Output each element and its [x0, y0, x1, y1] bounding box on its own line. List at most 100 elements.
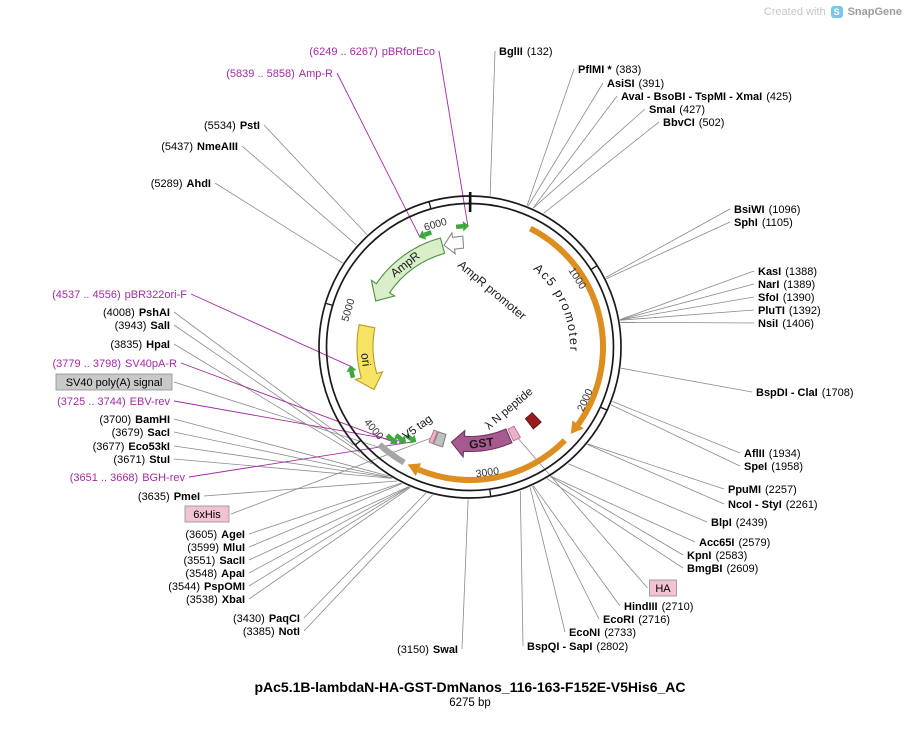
primer-arrow-pbrforeco[interactable]: [455, 223, 464, 230]
leader-line-sv40-poly-a-signal: [173, 381, 394, 453]
enzyme-label-swai[interactable]: (3150) SwaI: [397, 644, 458, 656]
enzyme-label-nari[interactable]: NarI (1389): [758, 279, 815, 291]
enzyme-label-ppumi[interactable]: PpuMI (2257): [728, 484, 797, 496]
enzyme-label-eco53ki[interactable]: (3677) Eco53kI: [93, 441, 170, 453]
feature-ori[interactable]: [354, 324, 384, 391]
enzyme-label-avai-bsobi-tspmi-xmai[interactable]: AvaI - BsoBI - TspMI - XmaI (425): [621, 91, 792, 103]
tag-label-box-6xhis[interactable]: [184, 505, 230, 523]
feature-label-gst[interactable]: GST: [468, 435, 495, 452]
feature-label-ori[interactable]: ori: [358, 352, 374, 367]
primer-arrow-pbr322ori-f-arrowhead: [346, 365, 357, 373]
feature-label-v5-tag[interactable]: V5 tag: [401, 413, 435, 442]
leader-line-ecori: [532, 485, 600, 620]
feature-ampr-promoter[interactable]: [443, 231, 465, 255]
tick-1000: [590, 264, 598, 271]
primer-arrow-amp-r[interactable]: [423, 230, 433, 237]
enzyme-label-xbai[interactable]: (3538) XbaI: [186, 594, 245, 606]
enzyme-label-bspqi-sapi[interactable]: BspQI - SapI (2802): [527, 641, 628, 653]
leader-line-ha: [513, 433, 648, 589]
tick-label-5000: 5000: [339, 297, 357, 323]
enzyme-label-blpi[interactable]: BlpI (2439): [711, 517, 768, 529]
enzyme-label-apai[interactable]: (3548) ApaI: [185, 568, 245, 580]
enzyme-label-hindiii[interactable]: HindIII (2710): [624, 601, 693, 613]
primer-label-bgh-rev[interactable]: (3651 .. 3668) BGH-rev: [70, 472, 186, 484]
feature-ac5-promoter[interactable]: [528, 225, 606, 427]
leader-line-kasi: [619, 270, 755, 320]
tag-label-ha[interactable]: HA: [655, 583, 671, 595]
enzyme-label-psti[interactable]: (5534) PstI: [204, 120, 260, 132]
leader-line-econi: [529, 487, 566, 633]
tag-label-box-sv40-poly-a-signal[interactable]: [55, 373, 173, 391]
enzyme-label-bamhi[interactable]: (3700) BamHI: [99, 414, 170, 426]
enzyme-label-sfoi[interactable]: SfoI (1390): [758, 292, 815, 304]
enzyme-label-hpai[interactable]: (3835) HpaI: [110, 339, 170, 351]
tag-label-sv40-poly-a-signal[interactable]: SV40 poly(A) signal: [66, 377, 163, 389]
feature-6xhis-tag[interactable]: [428, 429, 438, 445]
tag-label-box-ha[interactable]: [649, 579, 677, 597]
tag-label-6xhis[interactable]: 6xHis: [193, 509, 221, 521]
enzyme-label-pspomi[interactable]: (3544) PspOMI: [168, 581, 245, 593]
enzyme-label-pluti[interactable]: PluTI (1392): [758, 305, 821, 317]
primer-label-sv40pa-r[interactable]: (3779 .. 3798) SV40pA-R: [53, 358, 178, 370]
primer-label-amp-r[interactable]: (5839 .. 5858) Amp-R: [226, 68, 333, 80]
enzyme-label-bmgbi[interactable]: BmgBI (2609): [687, 563, 758, 575]
feature-lambda-n-peptide[interactable]: [524, 412, 542, 430]
enzyme-label-kasi[interactable]: KasI (1388): [758, 266, 817, 278]
enzyme-label-pmei[interactable]: (3635) PmeI: [138, 491, 200, 503]
feature-fusion-cds-arc[interactable]: [417, 438, 567, 483]
enzyme-label-ahdi[interactable]: (5289) AhdI: [151, 178, 211, 190]
leader-line-xbai: [248, 487, 411, 600]
enzyme-label-sacii[interactable]: (3551) SacII: [184, 555, 245, 567]
enzyme-label-bspdi-clai[interactable]: BspDI - ClaI (1708): [756, 387, 854, 399]
enzyme-label-smai[interactable]: SmaI (427): [649, 104, 705, 116]
feature-label-n-peptide[interactable]: λ N peptide: [483, 386, 535, 433]
leader-line-acc65i: [550, 475, 696, 543]
enzyme-label-bbvci[interactable]: BbvCI (502): [663, 117, 724, 129]
enzyme-label-spei[interactable]: SpeI (1958): [744, 461, 803, 473]
leader-line-agei: [248, 482, 402, 535]
feature-ampr[interactable]: [370, 237, 446, 302]
leader-line-nsii: [620, 321, 755, 324]
tick-5000: [324, 302, 333, 307]
enzyme-label-ecori[interactable]: EcoRI (2716): [603, 614, 670, 626]
enzyme-label-pflmi[interactable]: PflMI * (383): [578, 64, 641, 76]
enzyme-label-nsii[interactable]: NsiI (1406): [758, 318, 814, 330]
enzyme-label-kpni[interactable]: KpnI (2583): [687, 550, 747, 562]
primer-label-pbr322ori-f[interactable]: (4537 .. 4556) pBR322ori-F: [52, 289, 187, 301]
enzyme-label-stui[interactable]: (3671) StuI: [113, 454, 170, 466]
enzyme-label-bglii[interactable]: BglII (132): [499, 46, 553, 58]
feature-fusion-cds-arc-arrowhead: [407, 463, 422, 476]
primer-arrow-pbrforeco-arrowhead: [462, 221, 469, 232]
primer-arrow-ebv-rev[interactable]: [394, 433, 403, 442]
feature-sv40-polya-arc[interactable]: [377, 442, 406, 466]
leader-line-bmgbi: [546, 478, 684, 569]
enzyme-label-aflii[interactable]: AflII (1934): [744, 448, 801, 460]
enzyme-label-sali[interactable]: (3943) SalI: [115, 320, 170, 332]
primer-label-ebv-rev[interactable]: (3725 .. 3744) EBV-rev: [57, 396, 170, 408]
leader-line-avai-bsobi-tspmi-xmai: [532, 95, 618, 209]
enzyme-label-paqci[interactable]: (3430) PaqCI: [233, 613, 300, 625]
feature-v5-tag[interactable]: [433, 431, 447, 448]
enzyme-label-agei[interactable]: (3605) AgeI: [185, 529, 245, 541]
enzyme-label-acc65i[interactable]: Acc65I (2579): [699, 537, 770, 549]
enzyme-label-asisi[interactable]: AsiSI (391): [607, 78, 664, 90]
enzyme-label-bsiwi[interactable]: BsiWI (1096): [734, 204, 800, 216]
snapgene-logo-icon: S: [830, 6, 843, 18]
feature-ha-tag[interactable]: [507, 425, 522, 442]
primer-arrow-bgh-rev[interactable]: [404, 433, 413, 442]
feature-gst[interactable]: [450, 428, 513, 459]
watermark: Created with S SnapGene: [764, 6, 902, 18]
enzyme-label-ncoi-styi[interactable]: NcoI - StyI (2261): [728, 499, 818, 511]
enzyme-label-econi[interactable]: EcoNI (2733): [569, 627, 636, 639]
primer-arrow-pbr322ori-f[interactable]: [349, 370, 356, 379]
enzyme-label-saci[interactable]: (3679) SacI: [112, 427, 170, 439]
enzyme-label-nmeaiii[interactable]: (5437) NmeAIII: [161, 141, 238, 153]
primer-label-pbrforeco[interactable]: (6249 .. 6267) pBRforEco: [309, 46, 435, 58]
enzyme-label-pshai[interactable]: (4008) PshAI: [103, 307, 170, 319]
primer-arrow-sv40pa-r-arrowhead: [389, 436, 398, 445]
primer-arrow-sv40pa-r[interactable]: [385, 433, 395, 442]
feature-label-ampr-promoter[interactable]: AmpR promoter: [455, 258, 529, 323]
enzyme-label-sphi[interactable]: SphI (1105): [734, 217, 793, 229]
enzyme-label-noti[interactable]: (3385) NotI: [243, 626, 300, 638]
enzyme-label-mlui[interactable]: (3599) MluI: [187, 542, 245, 554]
